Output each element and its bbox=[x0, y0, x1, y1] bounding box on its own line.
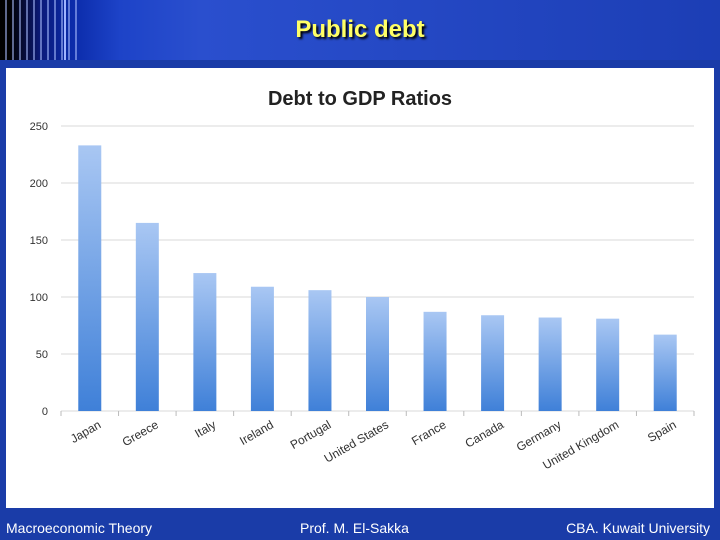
bar bbox=[250, 286, 274, 411]
bar bbox=[596, 318, 620, 411]
y-tick-label: 0 bbox=[42, 406, 48, 418]
bar bbox=[538, 317, 562, 411]
bar-chart: Debt to GDP Ratios 0 50 100 150 200 250 Japan G… bbox=[30, 88, 695, 472]
slide-title: Public debt bbox=[295, 16, 425, 43]
bar bbox=[423, 311, 447, 411]
x-category-label: Greece bbox=[120, 417, 161, 449]
bar bbox=[481, 315, 505, 411]
chart-panel: Debt to GDP Ratios 0 50 100 150 200 250 Japan G… bbox=[6, 68, 714, 508]
y-tick-label: 100 bbox=[30, 292, 48, 304]
bar bbox=[653, 334, 677, 411]
x-category-label: Portugal bbox=[288, 417, 334, 451]
decorative-line bbox=[64, 0, 66, 60]
bar bbox=[78, 145, 102, 411]
x-category-label: Spain bbox=[645, 417, 679, 444]
y-tick-label: 200 bbox=[30, 178, 48, 190]
decorative-stripes bbox=[0, 0, 80, 60]
x-category-label: Canada bbox=[463, 417, 507, 450]
chart-title: Debt to GDP Ratios bbox=[268, 88, 452, 110]
x-category-label: Italy bbox=[192, 417, 218, 440]
bar bbox=[135, 222, 159, 411]
footer-author: Prof. M. El-Sakka bbox=[300, 520, 409, 536]
footer-course: Macroeconomic Theory bbox=[6, 520, 153, 536]
x-category-label: France bbox=[409, 417, 449, 448]
bar bbox=[308, 290, 332, 411]
y-tick-label: 250 bbox=[30, 121, 48, 133]
x-category-label: Japan bbox=[68, 417, 103, 445]
title-bar bbox=[0, 0, 720, 60]
x-category-label: Germany bbox=[514, 417, 564, 454]
footer-bar: Macroeconomic Theory Prof. M. El-Sakka C… bbox=[0, 516, 720, 540]
bar bbox=[193, 273, 217, 411]
bar bbox=[366, 297, 389, 411]
x-category-label: Ireland bbox=[237, 417, 276, 447]
y-tick-label: 150 bbox=[30, 235, 48, 247]
footer-institution: CBA. Kuwait University bbox=[566, 520, 710, 536]
y-tick-label: 50 bbox=[36, 349, 48, 361]
x-category-label: United States bbox=[322, 417, 391, 465]
